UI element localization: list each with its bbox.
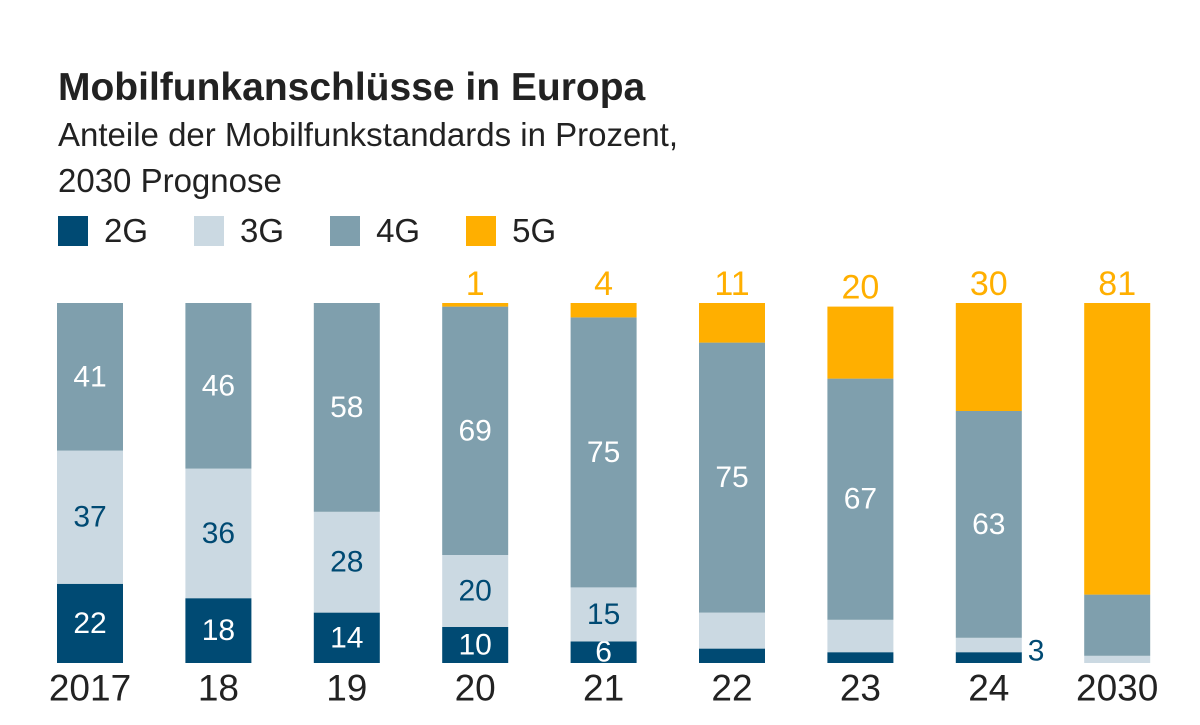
- legend-item-5g: 5G: [466, 212, 556, 250]
- bar-4g-20: [442, 306, 509, 555]
- data-label-5g-23: 20: [841, 269, 879, 307]
- x-tick-label-2030: 2030: [1076, 668, 1158, 709]
- bar-3g-24: [955, 637, 1022, 653]
- legend: 2G 3G 4G 5G: [58, 212, 602, 250]
- data-label-4g-21: 75: [587, 436, 620, 469]
- bar-3g-19: [313, 511, 380, 613]
- data-label-3g-21: 15: [587, 598, 620, 631]
- legend-label-3g: 3G: [240, 212, 285, 249]
- data-label-4g-20: 69: [459, 414, 492, 447]
- legend-swatch-4g: [330, 216, 361, 246]
- chart-subtitle-line-1: Anteile der Mobilfunkstandards in Prozen…: [58, 116, 679, 153]
- data-label-4g-24: 63: [972, 508, 1005, 541]
- legend-item-3g: 3G: [194, 212, 284, 250]
- bar-4g-18: [185, 303, 252, 469]
- data-label-5g-24: 30: [970, 265, 1008, 303]
- bar-3g-20: [442, 555, 509, 627]
- bar-2g-2017: [57, 583, 123, 663]
- bar-5g-24: [955, 303, 1022, 411]
- bar-3g-22: [699, 612, 765, 649]
- bar-4g-22: [699, 342, 765, 613]
- data-label-4g-2017: 41: [73, 360, 106, 393]
- x-tick-label-20: 20: [455, 668, 496, 709]
- bar-2g-19: [313, 612, 380, 663]
- legend-swatch-3g: [194, 216, 225, 246]
- x-tick-label-21: 21: [583, 668, 624, 709]
- x-tick-label-19: 19: [326, 668, 367, 709]
- data-label-3g-19: 28: [330, 546, 363, 579]
- data-label-2g-18: 18: [202, 614, 235, 647]
- legend-label-5g: 5G: [512, 212, 557, 249]
- data-label-2g-2017: 22: [73, 607, 106, 640]
- data-label-3g-2017: 37: [73, 501, 106, 534]
- chart-subtitle-line-2: 2030 Prognose: [58, 162, 282, 199]
- data-label-2g-24: 3: [1028, 635, 1045, 668]
- bar-4g-2030: [1084, 594, 1151, 656]
- bar-4g-24: [955, 411, 1022, 638]
- data-label-3g-20: 20: [459, 575, 492, 608]
- bar-2g-24: [955, 652, 1022, 663]
- data-label-2g-19: 14: [330, 621, 363, 654]
- bar-4g-19: [313, 303, 380, 512]
- bar-5g-21: [570, 303, 637, 318]
- bar-2g-20: [442, 627, 509, 663]
- x-tick-label-2017: 2017: [49, 668, 131, 709]
- data-label-5g-22: 11: [714, 265, 749, 303]
- bar-3g-2017: [57, 450, 123, 584]
- bar-2g-21: [570, 641, 637, 663]
- legend-swatch-5g: [466, 216, 497, 246]
- data-label-3g-18: 36: [202, 517, 235, 550]
- data-label-2g-21: 6: [595, 636, 612, 669]
- x-tick-label-23: 23: [840, 668, 881, 709]
- bar-5g-2030: [1084, 303, 1151, 595]
- data-label-4g-22: 75: [715, 461, 748, 494]
- data-label-5g-21: 4: [594, 265, 613, 303]
- bar-3g-23: [827, 619, 894, 653]
- legend-label-2g: 2G: [104, 212, 149, 249]
- data-label-2g-20: 10: [459, 629, 492, 662]
- bar-2g-23: [827, 652, 894, 663]
- bar-5g-20: [442, 303, 509, 307]
- legend-label-4g: 4G: [376, 212, 421, 249]
- bar-4g-21: [570, 317, 637, 588]
- data-label-5g-20: 1: [466, 265, 485, 303]
- bar-5g-23: [827, 306, 894, 379]
- bar-4g-2017: [57, 303, 123, 451]
- bar-3g-2030: [1084, 655, 1151, 663]
- data-label-4g-23: 67: [844, 483, 877, 516]
- legend-item-2g: 2G: [58, 212, 148, 250]
- bar-2g-22: [699, 648, 765, 663]
- bar-3g-21: [570, 587, 637, 642]
- bar-2g-18: [185, 598, 252, 663]
- legend-item-4g: 4G: [330, 212, 420, 250]
- bar-5g-22: [699, 303, 765, 343]
- bar-4g-23: [827, 378, 894, 620]
- chart-title: Mobilfunkanschlüsse in Europa: [58, 66, 646, 109]
- x-tick-label-22: 22: [711, 668, 752, 709]
- x-tick-label-18: 18: [198, 668, 239, 709]
- bar-3g-18: [185, 468, 252, 599]
- legend-swatch-2g: [58, 216, 88, 246]
- data-label-4g-18: 46: [202, 369, 235, 402]
- data-label-5g-2030: 81: [1098, 265, 1136, 303]
- x-tick-label-24: 24: [968, 668, 1009, 709]
- data-label-4g-19: 58: [330, 391, 363, 424]
